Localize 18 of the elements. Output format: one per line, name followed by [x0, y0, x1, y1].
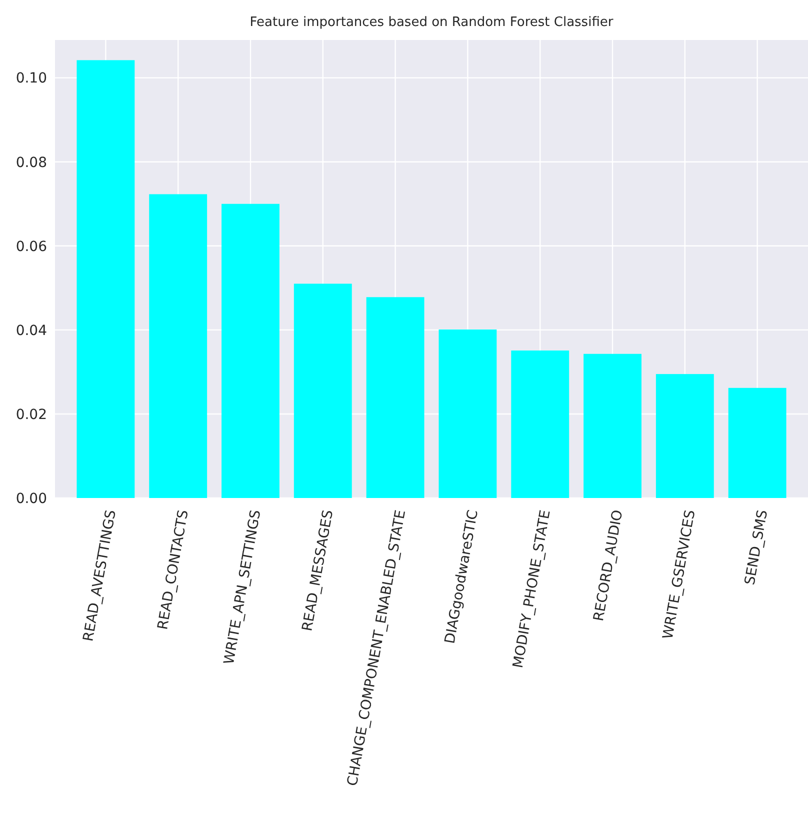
- bar: [366, 297, 424, 498]
- bar: [728, 388, 786, 498]
- bar: [438, 330, 497, 498]
- y-tick-label: 0.10: [16, 70, 47, 87]
- bar: [222, 204, 280, 498]
- y-tick-label: 0.04: [16, 322, 48, 339]
- bar: [656, 374, 714, 498]
- y-tick-label: 0.02: [16, 406, 47, 423]
- bar: [294, 284, 352, 498]
- bar: [76, 60, 135, 498]
- y-tick-label: 0.08: [16, 154, 47, 171]
- bar: [511, 350, 570, 498]
- x-tick-label: SEND_SMS: [742, 508, 772, 586]
- y-tick-label: 0.00: [16, 490, 47, 507]
- bar: [149, 194, 208, 498]
- bar: [584, 354, 642, 498]
- y-tick-label: 0.06: [16, 238, 48, 255]
- chart-title: Feature importances based on Random Forest Classifier: [250, 15, 614, 30]
